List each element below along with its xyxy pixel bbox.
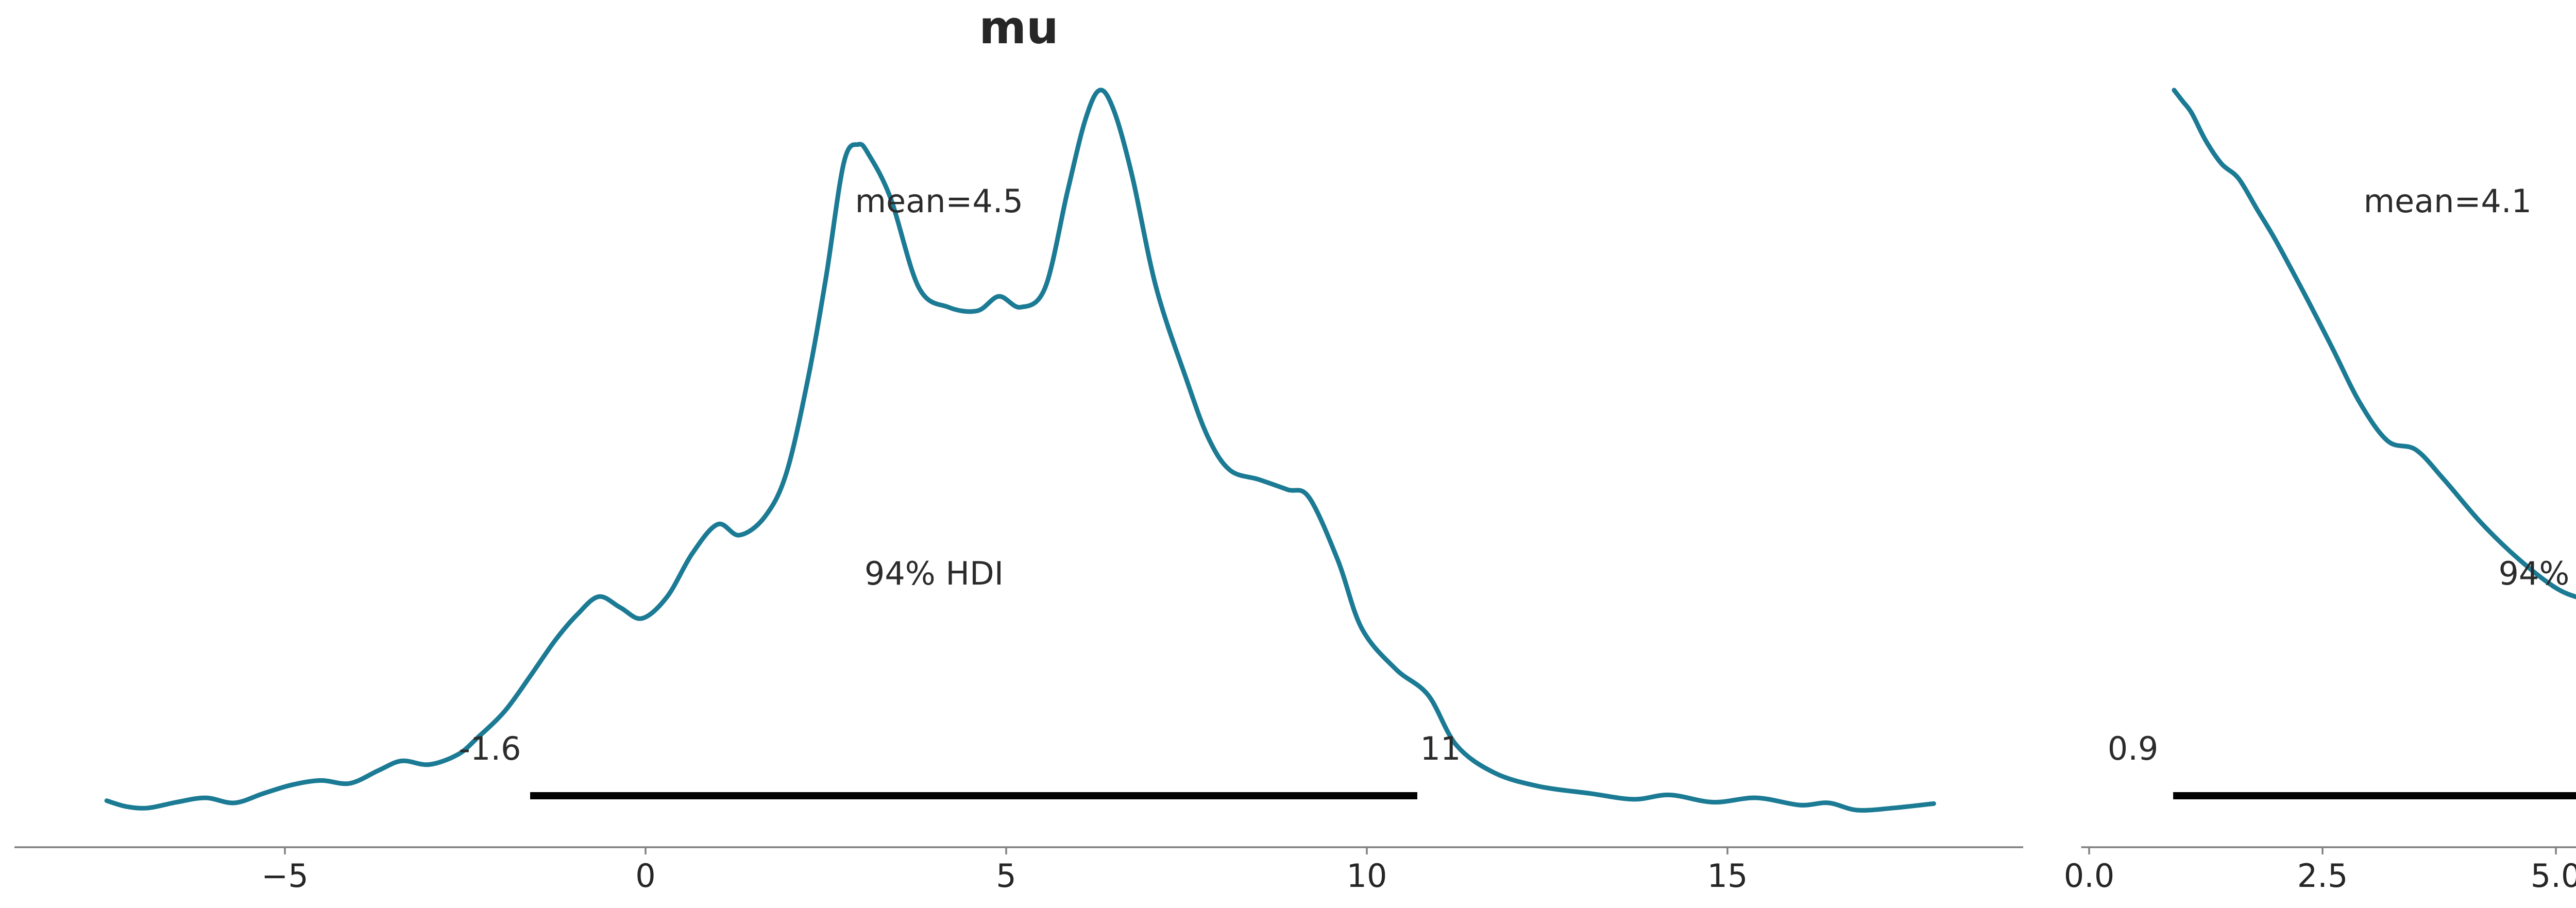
x-tick-label-mu: 10 (1347, 857, 1387, 895)
mean-label-mu: mean=4.5 (855, 182, 1023, 220)
x-tick-label-tau: 0.0 (2064, 857, 2115, 895)
kde-curve-mu (104, 88, 1936, 813)
kde-panel-tau: 0.02.55.07.510.012.515.017.520.00.99.794… (2064, 88, 2576, 895)
hdi-text-mu: 94% HDI (865, 555, 1004, 592)
hdi-text-tau: 94% HDI (2498, 555, 2576, 592)
kde-curve-tau (2172, 88, 2576, 599)
hdi-lo-label-tau: 0.9 (2108, 730, 2159, 767)
x-tick-label-mu: 5 (996, 857, 1016, 895)
x-tick-label-tau: 2.5 (2297, 857, 2348, 895)
kde-panel-mu: −5 0 5 10 15 -1.6 11 94% HDI mean=4.5 mu (14, 1, 2023, 895)
hdi-lo-label-mu: -1.6 (459, 730, 521, 767)
x-tick-label-mu: 0 (635, 857, 655, 895)
hdi-hi-label-mu: 11 (1420, 730, 1461, 767)
panel-title-mu: mu (979, 1, 1058, 54)
x-tick-label-mu: 15 (1707, 857, 1748, 895)
mean-label-tau: mean=4.1 (2364, 182, 2532, 220)
x-tick-label-mu: −5 (261, 857, 308, 895)
x-tick-label-tau: 5.0 (2531, 857, 2576, 895)
